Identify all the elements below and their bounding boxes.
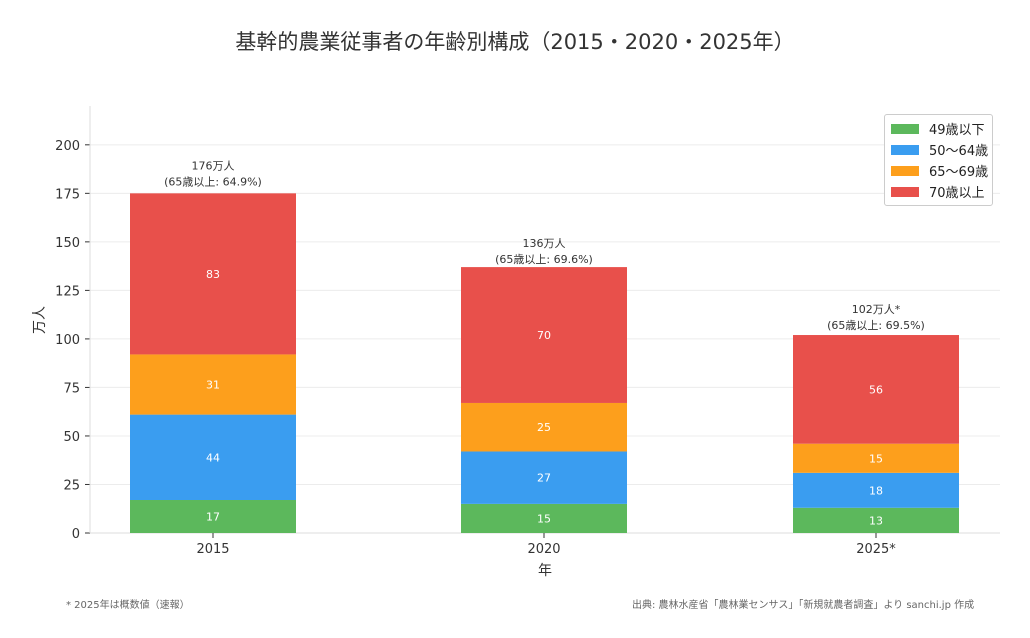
source-note: 出典: 農林水産省「農林業センサス」「新規就農者調査」より sanchi.jp … xyxy=(632,600,975,611)
x-tick-label: 2015 xyxy=(196,542,229,557)
bar-value-label: 27 xyxy=(537,472,551,485)
legend-swatch xyxy=(891,144,919,155)
total-label: 102万人* xyxy=(852,303,901,316)
legend-item: 70歳以上 xyxy=(885,181,992,202)
legend-label: 70歳以上 xyxy=(929,186,985,201)
bar-segment xyxy=(461,503,627,533)
legend-label: 50〜64歳 xyxy=(929,144,989,159)
y-tick-label: 0 xyxy=(72,527,80,542)
x-axis-label: 年 xyxy=(538,563,552,579)
bar-segment xyxy=(793,507,959,533)
bar-segment xyxy=(130,354,296,415)
total-label: 136万人 xyxy=(523,237,566,250)
legend-label: 49歳以下 xyxy=(929,123,985,138)
legend-swatch xyxy=(891,186,919,197)
total-share-label: (65歳以上: 69.5%) xyxy=(827,319,925,332)
y-tick-label: 125 xyxy=(55,284,80,299)
bar-segment xyxy=(461,451,627,504)
bar-value-label: 25 xyxy=(537,421,551,434)
footnote: * 2025年は概数値（速報） xyxy=(66,600,190,611)
legend-swatch xyxy=(891,165,919,176)
total-share-label: (65歳以上: 69.6%) xyxy=(495,253,593,266)
bar-value-label: 70 xyxy=(537,329,551,342)
bar-value-label: 13 xyxy=(869,514,883,527)
bar-value-label: 17 xyxy=(206,511,220,524)
legend: 49歳以下 50〜64歳 65〜69歳 70歳以上 xyxy=(884,114,993,206)
bar-value-label: 44 xyxy=(206,451,220,464)
legend-swatch xyxy=(891,123,919,134)
bar-value-label: 83 xyxy=(206,268,220,281)
bar-segment xyxy=(130,500,296,533)
bar-segment xyxy=(130,193,296,355)
y-tick-label: 175 xyxy=(55,187,80,202)
legend-item: 49歳以下 xyxy=(885,118,992,139)
y-tick-label: 75 xyxy=(63,381,80,396)
total-label: 176万人 xyxy=(192,159,235,172)
bar-segment xyxy=(461,402,627,452)
bar-segment xyxy=(461,267,627,403)
y-tick-label: 25 xyxy=(63,478,80,493)
bar-value-label: 15 xyxy=(537,512,551,525)
bar-segment xyxy=(793,335,959,444)
bar-segment xyxy=(130,414,296,501)
y-tick-label: 150 xyxy=(55,236,80,251)
x-tick-label: 2020 xyxy=(527,542,560,557)
legend-item: 65〜69歳 xyxy=(885,160,992,181)
bar-value-label: 31 xyxy=(206,379,220,392)
bar-value-label: 15 xyxy=(869,452,883,465)
bar-segment xyxy=(793,472,959,508)
bar-value-label: 56 xyxy=(869,383,883,396)
y-axis-label: 万人 xyxy=(32,306,48,334)
bar-value-label: 18 xyxy=(869,484,883,497)
chart-title: 基幹的農業従事者の年齢別構成（2015・2020・2025年） xyxy=(235,30,795,54)
legend-item: 50〜64歳 xyxy=(885,139,992,160)
y-tick-label: 50 xyxy=(63,430,80,445)
bar-segment xyxy=(793,443,959,473)
x-tick-label: 2025* xyxy=(856,542,896,557)
total-share-label: (65歳以上: 64.9%) xyxy=(164,175,262,188)
y-tick-label: 200 xyxy=(55,139,80,154)
legend-label: 65〜69歳 xyxy=(929,165,989,180)
y-tick-label: 100 xyxy=(55,333,80,348)
